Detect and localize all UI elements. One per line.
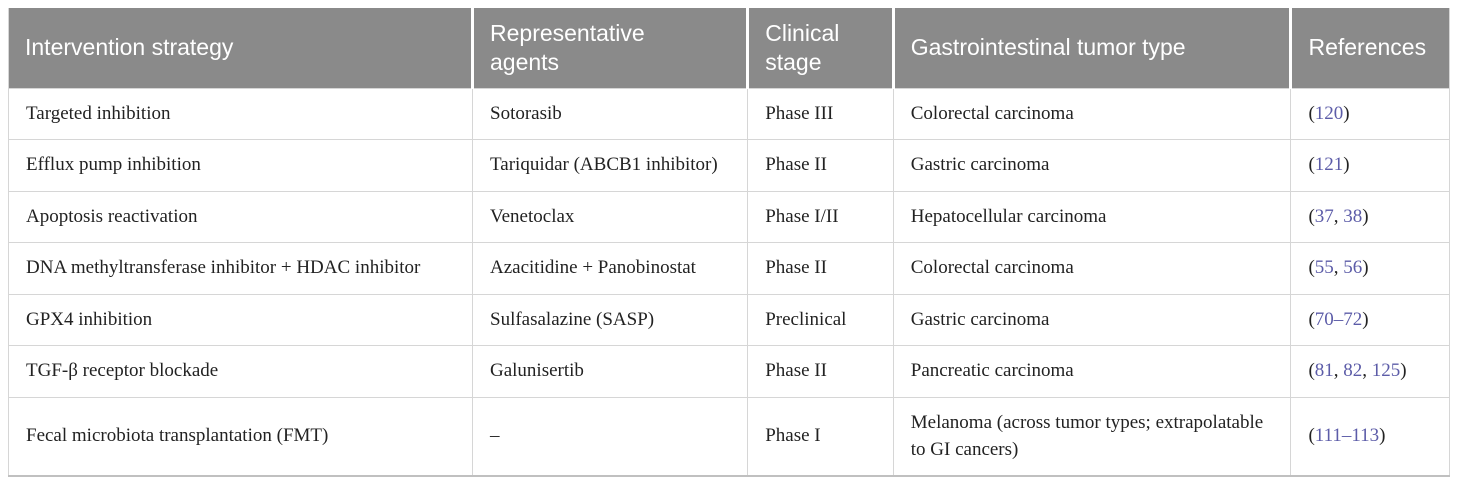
reference-text: ( [1308, 425, 1315, 447]
reference-link[interactable]: 82 [1343, 360, 1363, 382]
table-row: TGF-β receptor blockade Galunisertib Pha… [8, 345, 1450, 399]
cell-clinical-stage: Phase II [747, 139, 894, 192]
column-header-intervention-strategy: Intervention strategy [8, 8, 474, 88]
cell-references: (111–113) [1290, 397, 1450, 477]
table-row: GPX4 inhibition Sulfasalazine (SASP) Pre… [8, 293, 1450, 347]
column-header-label: Clinical stage [765, 20, 840, 75]
column-header-representative-agents: Representative agents [472, 8, 750, 88]
column-header-gastrointestinal-tumor-type: Gastrointestinal tumor type [893, 8, 1293, 88]
reference-text: ( [1308, 308, 1315, 330]
table-row: Fecal microbiota transplantation (FMT) –… [8, 397, 1450, 477]
reference-link[interactable]: 120 [1314, 102, 1344, 124]
table-row: Targeted inhibition Sotorasib Phase III … [8, 87, 1450, 141]
reference-text: , [1333, 257, 1344, 279]
reference-text: , [1333, 360, 1344, 382]
reference-link[interactable]: 81 [1314, 360, 1334, 382]
reference-text: ) [1400, 360, 1407, 382]
reference-link[interactable]: 55 [1314, 257, 1334, 279]
cell-clinical-stage: Phase II [747, 345, 894, 399]
reference-link[interactable]: 121 [1314, 154, 1344, 176]
cell-tumor-type: Colorectal carcinoma [892, 242, 1292, 295]
cell-references: (37, 38) [1290, 190, 1450, 244]
cell-intervention-strategy: Efflux pump inhibition [8, 139, 473, 192]
cell-tumor-type: Gastric carcinoma [892, 293, 1292, 347]
reference-link[interactable]: 70–72 [1314, 308, 1363, 330]
table-row: Efflux pump inhibition Tariquidar (ABCB1… [8, 139, 1450, 192]
clinical-interventions-table: Intervention strategy Representative age… [8, 8, 1450, 478]
cell-tumor-type: Melanoma (across tumor types; extrapolat… [892, 397, 1292, 477]
cell-representative-agents: Galunisertib [471, 345, 749, 399]
column-header-label: Representative agents [490, 20, 645, 75]
cell-intervention-strategy: DNA methyltransferase inhibitor + HDAC i… [8, 242, 473, 295]
column-header-label: Gastrointestinal tumor type [910, 34, 1186, 61]
cell-tumor-type: Colorectal carcinoma [892, 87, 1292, 141]
reference-link[interactable]: 125 [1371, 360, 1401, 382]
cell-intervention-strategy: GPX4 inhibition [8, 293, 473, 347]
cell-references: (121) [1290, 139, 1450, 192]
cell-intervention-strategy: TGF-β receptor blockade [8, 345, 473, 399]
reference-link[interactable]: 56 [1343, 257, 1363, 279]
header-row: Intervention strategy Representative age… [8, 8, 1450, 88]
cell-representative-agents: – [471, 397, 749, 477]
reference-text: ( [1308, 102, 1315, 124]
cell-representative-agents: Tariquidar (ABCB1 inhibitor) [471, 139, 749, 192]
cell-clinical-stage: Phase II [747, 242, 894, 295]
cell-tumor-type: Hepatocellular carcinoma [892, 190, 1292, 244]
reference-text: ( [1308, 154, 1315, 176]
reference-link[interactable]: 38 [1343, 205, 1363, 227]
reference-text: ) [1343, 154, 1350, 176]
cell-intervention-strategy: Targeted inhibition [8, 87, 473, 141]
cell-representative-agents: Venetoclax [471, 190, 749, 244]
reference-text: ) [1343, 102, 1350, 124]
cell-references: (70–72) [1290, 293, 1450, 347]
reference-text: , [1362, 360, 1372, 382]
reference-text: ) [1362, 308, 1369, 330]
cell-clinical-stage: Phase I [747, 397, 894, 477]
column-header-references: References [1290, 8, 1450, 88]
reference-text: ) [1362, 257, 1369, 279]
cell-clinical-stage: Phase III [747, 87, 894, 141]
table-row: Apoptosis reactivation Venetoclax Phase … [8, 190, 1450, 244]
reference-text: , [1333, 205, 1344, 227]
cell-tumor-type: Pancreatic carcinoma [892, 345, 1292, 399]
column-header-label: References [1308, 34, 1427, 61]
cell-references: (55, 56) [1290, 242, 1450, 295]
cell-clinical-stage: Phase I/II [747, 190, 894, 244]
reference-text: ( [1308, 360, 1315, 382]
cell-intervention-strategy: Fecal microbiota transplantation (FMT) [8, 397, 473, 477]
cell-references: (120) [1290, 87, 1450, 141]
reference-text: ) [1362, 205, 1369, 227]
reference-text: ( [1308, 205, 1315, 227]
cell-representative-agents: Sulfasalazine (SASP) [471, 293, 749, 347]
table-header: Intervention strategy Representative age… [8, 8, 1450, 88]
table-row: DNA methyltransferase inhibitor + HDAC i… [8, 242, 1450, 295]
cell-tumor-type: Gastric carcinoma [892, 139, 1292, 192]
cell-representative-agents: Sotorasib [471, 87, 749, 141]
reference-link[interactable]: 37 [1314, 205, 1334, 227]
column-header-clinical-stage: Clinical stage [747, 8, 895, 88]
table-body: Targeted inhibition Sotorasib Phase III … [8, 87, 1450, 477]
reference-text: ( [1308, 257, 1315, 279]
cell-representative-agents: Azacitidine + Panobinostat [471, 242, 749, 295]
cell-references: (81, 82, 125) [1290, 345, 1450, 399]
cell-intervention-strategy: Apoptosis reactivation [8, 190, 473, 244]
reference-link[interactable]: 111–113 [1314, 425, 1380, 447]
column-header-label: Intervention strategy [25, 34, 234, 61]
reference-text: ) [1379, 425, 1386, 447]
cell-clinical-stage: Preclinical [747, 293, 894, 347]
